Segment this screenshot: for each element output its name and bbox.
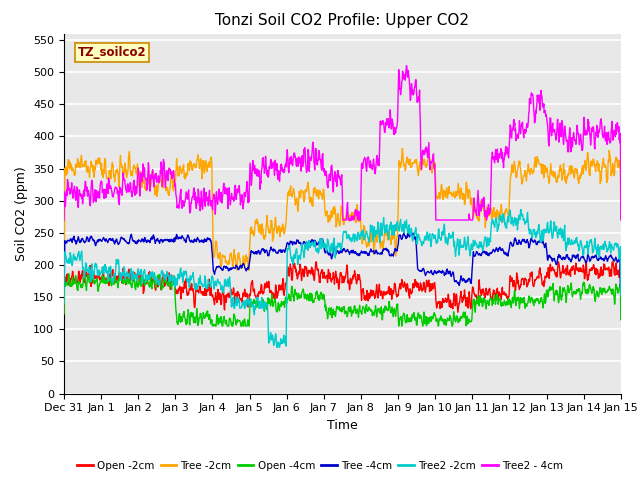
Y-axis label: Soil CO2 (ppm): Soil CO2 (ppm) bbox=[15, 166, 28, 261]
X-axis label: Time: Time bbox=[327, 419, 358, 432]
Title: Tonzi Soil CO2 Profile: Upper CO2: Tonzi Soil CO2 Profile: Upper CO2 bbox=[216, 13, 469, 28]
Text: TZ_soilco2: TZ_soilco2 bbox=[78, 46, 147, 59]
Legend: Open -2cm, Tree -2cm, Open -4cm, Tree -4cm, Tree2 -2cm, Tree2 - 4cm: Open -2cm, Tree -2cm, Open -4cm, Tree -4… bbox=[73, 456, 567, 475]
